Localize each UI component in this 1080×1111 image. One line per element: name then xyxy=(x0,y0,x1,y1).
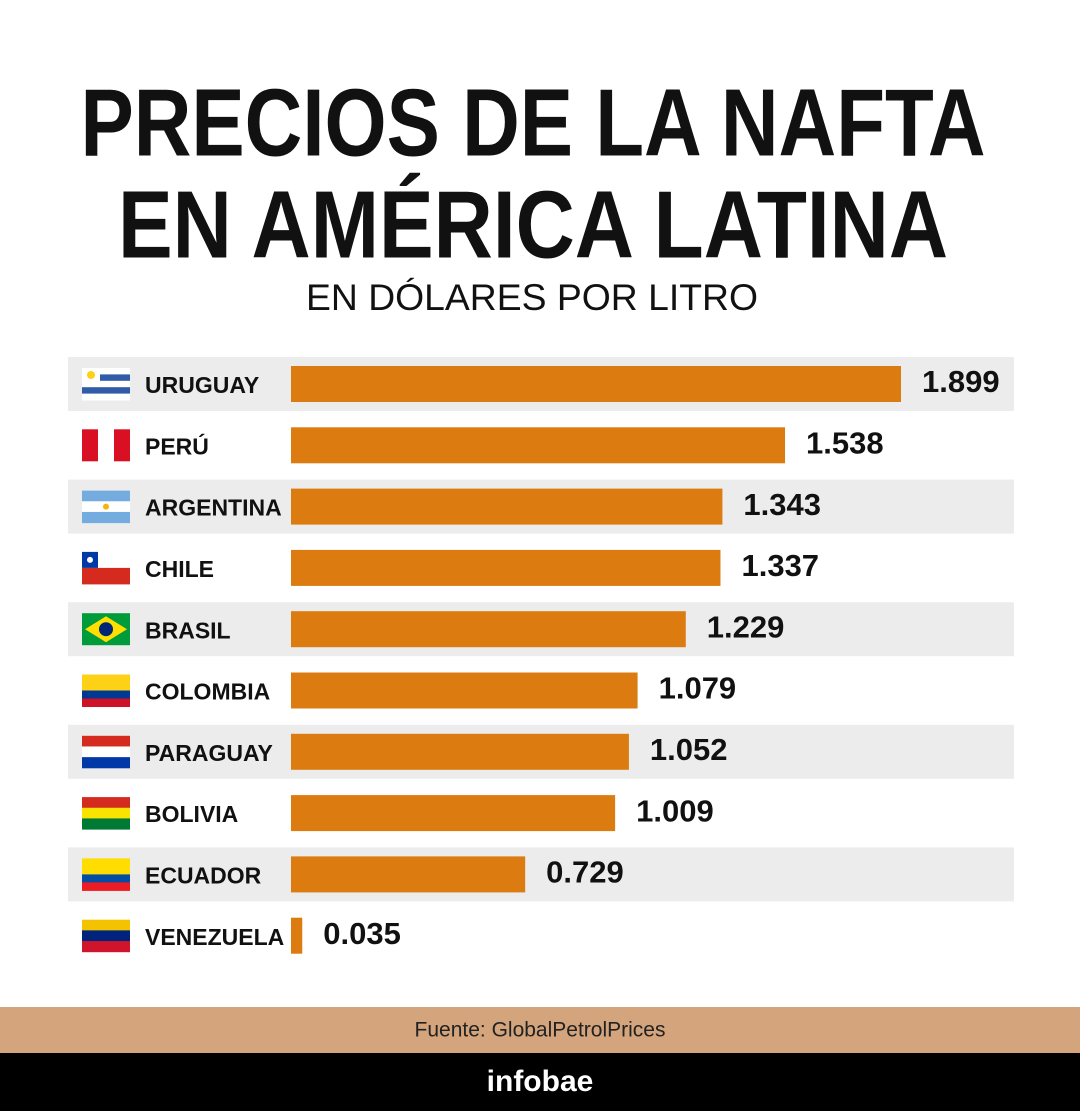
flag-part xyxy=(82,690,130,699)
flag-part xyxy=(82,682,130,691)
bar xyxy=(291,672,638,709)
category-label: BOLIVIA xyxy=(145,801,238,827)
flag-part xyxy=(82,919,130,931)
source-band xyxy=(0,1007,1080,1053)
category-label: PERÚ xyxy=(145,432,209,459)
flag-part xyxy=(82,374,130,382)
flag-part xyxy=(82,818,130,830)
source: Fuente: GlobalPetrolPrices xyxy=(415,1019,666,1042)
flag-part xyxy=(87,371,95,379)
value-label: 1.538 xyxy=(806,425,884,460)
flag-part xyxy=(82,797,130,809)
category-label: VENEZUELA xyxy=(145,924,284,950)
flag-part xyxy=(82,567,130,585)
flag-part xyxy=(82,387,130,395)
bar xyxy=(291,549,721,586)
bar xyxy=(291,795,616,832)
value-label: 0.035 xyxy=(323,916,401,951)
category-label: BRASIL xyxy=(145,617,231,643)
category-label: URUGUAY xyxy=(145,372,259,398)
flag-part xyxy=(82,429,98,462)
category-label: CHILE xyxy=(145,556,214,582)
flag-part xyxy=(82,490,130,502)
flag-part xyxy=(99,622,113,637)
value-label: 1.337 xyxy=(741,548,819,583)
bar xyxy=(291,488,723,525)
brand-band xyxy=(0,1053,1080,1111)
flag-part xyxy=(82,393,130,401)
subtitle: EN DÓLARES POR LITRO xyxy=(306,277,758,318)
flag-part xyxy=(82,368,130,375)
flag-part xyxy=(82,930,130,942)
bar xyxy=(291,427,786,464)
bar xyxy=(291,366,901,402)
value-label: 1.343 xyxy=(743,487,821,522)
flag-part xyxy=(82,807,130,819)
flag-part xyxy=(82,941,130,953)
category-label: COLOMBIA xyxy=(145,679,270,705)
value-label: 1.899 xyxy=(922,364,1000,399)
value-label: 1.052 xyxy=(650,732,728,767)
flag-part xyxy=(82,866,130,875)
value-label: 1.009 xyxy=(636,793,714,828)
bar xyxy=(291,733,629,770)
category-label: PARAGUAY xyxy=(145,740,273,766)
flag-part xyxy=(82,874,130,883)
flag-part xyxy=(82,757,130,769)
flag-part xyxy=(82,698,130,707)
bar xyxy=(291,611,686,648)
flag-part xyxy=(82,674,130,683)
flag-part xyxy=(82,858,130,867)
value-label: 1.079 xyxy=(659,671,737,706)
row-background xyxy=(68,847,1014,902)
category-label: ECUADOR xyxy=(145,862,262,888)
flag-part xyxy=(82,746,130,758)
flag-part xyxy=(87,556,93,563)
value-label: 1.229 xyxy=(707,609,785,644)
flag-part xyxy=(103,503,109,510)
bar xyxy=(291,856,526,893)
title-line: PRECIOS DE LA NAFTA xyxy=(81,69,986,176)
flag-part xyxy=(82,735,130,747)
brand: infobae xyxy=(487,1065,594,1098)
flag-part xyxy=(82,882,130,891)
flag-part xyxy=(114,429,130,462)
category-label: ARGENTINA xyxy=(145,495,282,521)
bar xyxy=(291,917,303,954)
title-line: EN AMÉRICA LATINA xyxy=(118,171,948,278)
flag-part xyxy=(82,380,130,388)
value-label: 0.729 xyxy=(546,855,624,890)
flag-part xyxy=(82,511,130,524)
